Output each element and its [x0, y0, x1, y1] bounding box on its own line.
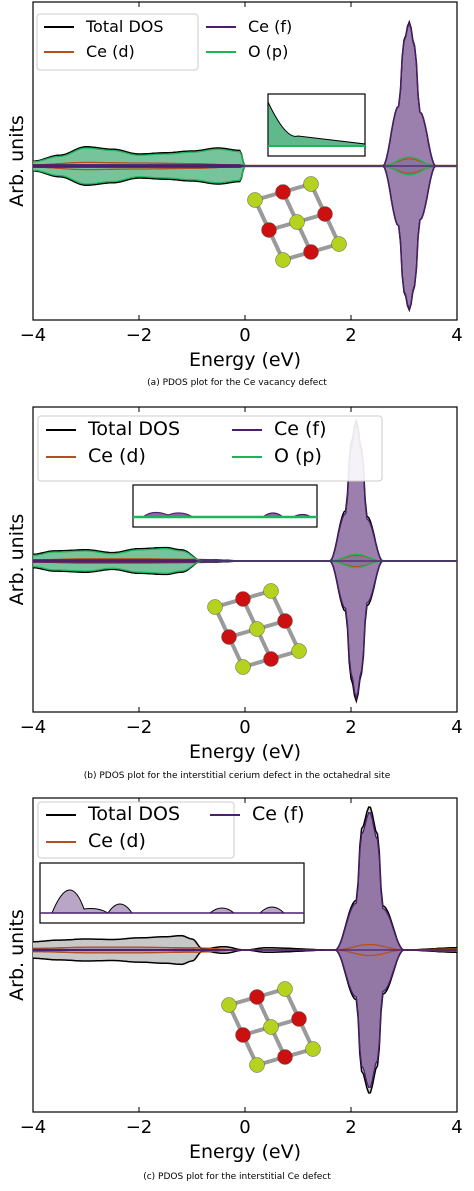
x-tick-label: 0 — [239, 1117, 250, 1138]
cerium-atom — [249, 1057, 265, 1073]
cerium-atom — [247, 192, 263, 208]
cerium-atom — [277, 981, 293, 997]
oxygen-atom — [277, 613, 293, 629]
legend-label: Total DOS — [87, 803, 180, 825]
oxygen-atom — [235, 1027, 251, 1043]
chart-panel-b: −4 −2 0 2 4 Energy (eV) Arb. units Total DOS Ce … — [0, 395, 474, 790]
oxygen-atom — [317, 206, 333, 222]
x-tick-label: 4 — [451, 325, 462, 346]
cerium-atom — [275, 252, 291, 268]
cerium-atom — [207, 599, 223, 615]
legend-label: Ce (f) — [252, 803, 305, 825]
oxygen-atom — [235, 591, 251, 607]
caption-a: (a) PDOS plot for the Ce vacancy defect — [147, 378, 327, 388]
cerium-atom — [331, 236, 347, 252]
legend-label: Ce (d) — [88, 830, 146, 852]
pdos-chart-a: −4 −2 0 2 4 Energy (eV) Arb. units Total DOS Ce … — [6, 1, 463, 371]
oxygen-atom — [291, 1011, 307, 1027]
oxygen-atom — [261, 222, 277, 238]
x-tick-label: −2 — [126, 325, 153, 346]
inset-plot — [132, 484, 318, 528]
x-tick-label: 4 — [451, 717, 462, 738]
legend-label: Total DOS — [85, 17, 164, 36]
oxygen-atom — [275, 184, 291, 200]
cerium-atom — [221, 997, 237, 1013]
legend-label: Ce (d) — [88, 445, 146, 467]
x-tick-label: −2 — [126, 1117, 153, 1138]
cerium-atom — [305, 1041, 321, 1057]
oxygen-atom — [277, 1049, 293, 1065]
cerium-atom — [303, 176, 319, 192]
oxygen-atom — [303, 244, 319, 260]
x-tick-label: 0 — [239, 717, 250, 738]
x-tick-label: −4 — [20, 717, 47, 738]
inset-frame — [39, 862, 305, 924]
inset-frame — [132, 484, 318, 528]
cerium-atom — [291, 643, 307, 659]
oxygen-atom — [221, 629, 237, 645]
x-tick-label: −4 — [20, 325, 47, 346]
legend-box — [36, 13, 199, 71]
legend-box — [37, 415, 383, 482]
legend-label: O (p) — [248, 42, 288, 61]
legend-label: Ce (f) — [274, 418, 327, 440]
o-p-fill — [33, 548, 457, 574]
caption-b: (b) PDOS plot for the interstitial ceriu… — [83, 771, 391, 781]
cerium-atom — [249, 621, 265, 637]
legend-label: O (p) — [274, 445, 322, 467]
x-tick-label: −4 — [20, 1117, 47, 1138]
pdos-chart-c: −4 −2 0 2 4 Energy (eV) Arb. units Total DOS Ce … — [6, 797, 463, 1163]
legend-label: Total DOS — [87, 418, 180, 440]
caption-c: (c) PDOS plot for the interstitial Ce de… — [143, 1172, 331, 1182]
inset-plot — [267, 93, 366, 157]
x-tick-label: 0 — [239, 325, 250, 346]
x-tick-label: −2 — [126, 717, 153, 738]
oxygen-atom — [263, 651, 279, 667]
chart-panel-a: −4 −2 0 2 4 Energy (eV) Arb. units Total DOS Ce … — [0, 0, 474, 395]
ce-f-fill — [33, 423, 457, 699]
x-tick-label: 2 — [345, 717, 356, 738]
x-axis-label: Energy (eV) — [189, 1141, 301, 1163]
x-tick-label: 2 — [345, 1117, 356, 1138]
chart-panel-c: −4 −2 0 2 4 Energy (eV) Arb. units Total DOS Ce … — [0, 790, 474, 1191]
oxygen-atom — [249, 989, 265, 1005]
cerium-atom — [263, 1019, 279, 1035]
legend-label: Ce (f) — [248, 17, 292, 36]
legend-label: Ce (d) — [86, 42, 135, 61]
legend-box — [37, 801, 235, 859]
cerium-atom — [263, 583, 279, 599]
y-axis-label: Arb. units — [6, 514, 28, 606]
x-axis-label: Energy (eV) — [189, 741, 301, 763]
x-tick-label: 2 — [345, 325, 356, 346]
x-tick-label: 4 — [451, 1117, 462, 1138]
pdos-chart-b: −4 −2 0 2 4 Energy (eV) Arb. units Total DOS Ce … — [6, 406, 463, 763]
crystal-structure-image — [221, 981, 321, 1073]
crystal-structure-image — [207, 583, 307, 675]
x-axis-label: Energy (eV) — [189, 349, 301, 371]
inset-plot — [39, 862, 305, 924]
y-axis-label: Arb. units — [6, 909, 28, 1001]
cerium-atom — [289, 214, 305, 230]
crystal-structure-image — [247, 176, 347, 268]
y-axis-label: Arb. units — [6, 115, 28, 207]
cerium-atom — [235, 659, 251, 675]
